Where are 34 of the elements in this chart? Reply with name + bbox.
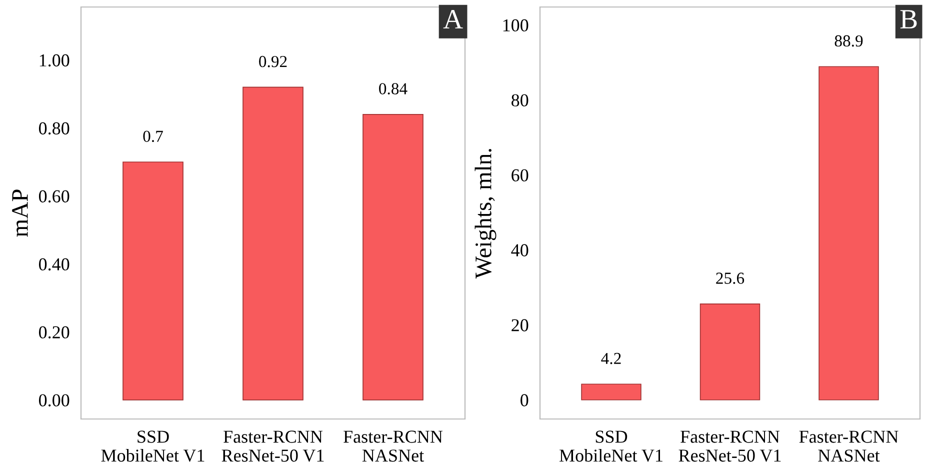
y-tick-label: 80 (512, 94, 528, 106)
y-tick-label: 100 (503, 19, 528, 32)
y-tick-label: 0.00 (38, 394, 70, 406)
x-tick-label: SSD MobileNet V1 (560, 430, 662, 462)
y-tick-label: 40 (511, 244, 528, 256)
bar (362, 114, 424, 400)
y-tick-label: 0.80 (38, 122, 70, 135)
x-tick-label: Faster-RCNN NASNet (799, 430, 898, 462)
data-label: 4.2 (601, 352, 621, 364)
y-tick-label: 1.00 (40, 54, 70, 67)
y-axis-title: mAP (12, 190, 28, 237)
data-label: 0.7 (143, 130, 163, 142)
y-tick-label: 0 (520, 394, 528, 406)
data-label: 88.9 (834, 35, 863, 47)
y-axis-title: Weights, mln. (474, 148, 496, 279)
y-tick-label: 0.40 (38, 258, 70, 271)
x-tick-label: Faster-RCNN ResNet-50 V1 (678, 430, 781, 462)
y-tick-label: 60 (512, 169, 528, 182)
annotation: A (443, 10, 463, 28)
data-label: 25.6 (716, 272, 744, 284)
y-tick-label: 0.20 (38, 326, 70, 338)
x-tick-label: Faster-RCNN NASNet (344, 430, 443, 462)
x-tick-label: SSD MobileNet V1 (101, 430, 204, 462)
bar (581, 384, 642, 400)
y-tick-label: 20 (512, 319, 528, 332)
data-label: 0.92 (259, 56, 287, 68)
data-label: 0.84 (379, 83, 408, 94)
bar (700, 303, 760, 400)
x-tick-label: Faster-RCNN ResNet-50 V1 (222, 430, 324, 462)
annotation: B (900, 10, 917, 28)
bar (122, 162, 184, 400)
bar (818, 66, 879, 400)
y-tick-label: 0.60 (38, 190, 70, 203)
bar (242, 86, 304, 400)
